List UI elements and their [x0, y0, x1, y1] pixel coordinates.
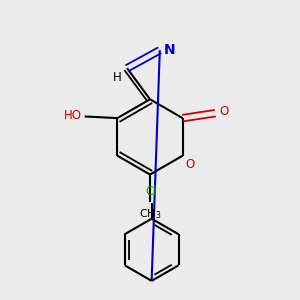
Text: CH$_3$: CH$_3$	[139, 207, 161, 221]
Text: HO: HO	[63, 109, 81, 122]
Text: O: O	[219, 105, 229, 118]
Text: Cl: Cl	[146, 185, 158, 198]
Text: H: H	[112, 71, 121, 85]
Text: O: O	[185, 158, 194, 171]
Text: N: N	[164, 43, 176, 57]
